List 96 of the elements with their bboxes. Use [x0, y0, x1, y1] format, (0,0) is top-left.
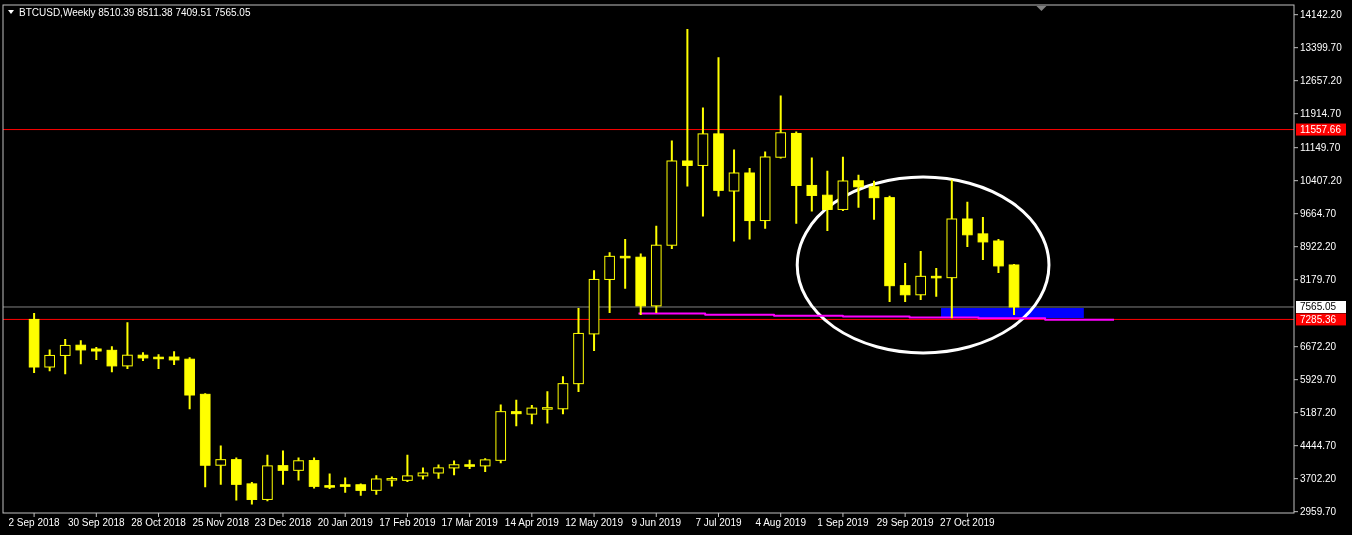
candlestick — [168, 351, 180, 366]
candlestick — [868, 180, 880, 220]
candlestick — [417, 467, 429, 480]
candlestick — [44, 349, 55, 372]
y-tick-label: 8179.70 — [1300, 274, 1337, 286]
candlestick — [246, 483, 258, 505]
x-tick-label: 17 Mar 2019 — [441, 517, 499, 528]
ref-line-label: 11557.66 — [1300, 124, 1342, 136]
x-tick-label: 12 May 2019 — [565, 517, 624, 528]
candlestick — [122, 322, 133, 369]
candlestick — [557, 376, 569, 415]
y-tick-label: 5187.20 — [1300, 407, 1337, 419]
candlestick — [884, 197, 895, 302]
candlestick — [837, 156, 849, 210]
x-tick-label: 25 Nov 2018 — [192, 517, 250, 528]
candlestick — [262, 454, 273, 500]
x-tick-label: 4 Aug 2019 — [755, 517, 807, 528]
x-tick-label: 27 Oct 2019 — [940, 517, 996, 528]
y-tick-label: 2959.70 — [1300, 506, 1337, 518]
candlestick — [635, 253, 647, 315]
x-tick-label: 28 Oct 2018 — [131, 517, 187, 528]
candlestick — [448, 460, 460, 476]
y-tick-label: 6672.20 — [1300, 341, 1337, 353]
candlestick — [370, 475, 382, 495]
x-tick-label: 17 Feb 2019 — [379, 517, 436, 528]
x-tick-label: 9 Jun 2019 — [631, 517, 682, 528]
candlestick — [682, 28, 693, 187]
candlestick — [806, 157, 818, 212]
x-tick-label: 7 Jul 2019 — [695, 517, 742, 528]
candlestick — [386, 478, 398, 487]
candlestick — [790, 132, 802, 224]
y-tick-label: 12657.20 — [1300, 75, 1343, 87]
candlestick — [822, 170, 833, 231]
candlestick — [402, 454, 413, 481]
candlestick — [962, 201, 973, 247]
candlestick — [91, 348, 102, 360]
candlestick — [744, 168, 755, 240]
candlestick — [199, 393, 211, 488]
candlestick — [915, 250, 927, 300]
candlestick — [137, 352, 149, 361]
candlestick — [495, 404, 507, 464]
candlestick — [293, 457, 304, 481]
y-tick-label: 8922.20 — [1300, 241, 1337, 253]
chart-title: BTCUSD,Weekly 8510.39 8511.38 7409.51 7565.05 — [19, 7, 251, 18]
candlestick — [75, 340, 87, 365]
y-tick-label: 11149.70 — [1300, 142, 1341, 154]
candlestick — [899, 262, 911, 302]
candlestick — [946, 179, 958, 319]
candlestick — [526, 405, 538, 425]
candlestick — [604, 252, 615, 313]
y-tick-label: 13399.70 — [1300, 42, 1343, 54]
candlestick — [542, 391, 553, 424]
y-tick-label: 4444.70 — [1300, 440, 1337, 452]
candlestick — [59, 339, 71, 375]
candlestick — [230, 459, 242, 501]
x-tick-label: 30 Sep 2018 — [67, 517, 126, 528]
x-tick-label: 2 Sep 2018 — [8, 517, 61, 528]
candlestick — [215, 445, 227, 485]
candlestick — [339, 477, 351, 493]
candlestick — [853, 174, 864, 208]
y-tick-label: 9664.70 — [1300, 208, 1337, 220]
x-tick-label: 23 Dec 2018 — [254, 517, 312, 528]
candlestick — [277, 450, 289, 485]
candlestick — [588, 270, 600, 351]
candlestick — [573, 308, 584, 392]
candlestick — [28, 312, 40, 374]
candlestick — [759, 151, 771, 229]
candlestick — [308, 457, 320, 487]
y-tick-label: 10407.20 — [1300, 175, 1343, 187]
candlestick — [433, 464, 444, 479]
ref-line-label: 7285.36 — [1300, 313, 1337, 325]
candlestick — [355, 484, 367, 496]
y-tick-label: 3702.20 — [1300, 473, 1337, 485]
candlestick — [1008, 264, 1020, 315]
candlestick — [713, 57, 724, 197]
candlestick — [184, 358, 195, 410]
x-tick-label: 14 Apr 2019 — [504, 517, 560, 528]
y-tick-label: 11914.70 — [1300, 108, 1342, 120]
candlestick — [324, 473, 335, 488]
y-tick-label: 14142.20 — [1300, 9, 1343, 21]
ref-line-label: 7565.05 — [1300, 301, 1337, 313]
candlestick — [977, 216, 989, 260]
x-tick-label: 29 Sep 2019 — [876, 517, 934, 528]
candlestick — [464, 459, 475, 469]
candlestick — [728, 149, 740, 242]
candlestick — [697, 107, 709, 217]
candlestick — [106, 346, 118, 373]
candlestick — [650, 225, 662, 314]
x-tick-label: 1 Sep 2019 — [817, 517, 869, 528]
candlestick — [993, 240, 1004, 274]
x-tick-label: 20 Jan 2019 — [317, 517, 374, 528]
candlestick — [479, 459, 491, 472]
y-tick-label: 5929.70 — [1300, 374, 1337, 386]
candlestick — [510, 399, 522, 427]
candlestick — [775, 95, 787, 158]
candlestick — [666, 140, 678, 249]
